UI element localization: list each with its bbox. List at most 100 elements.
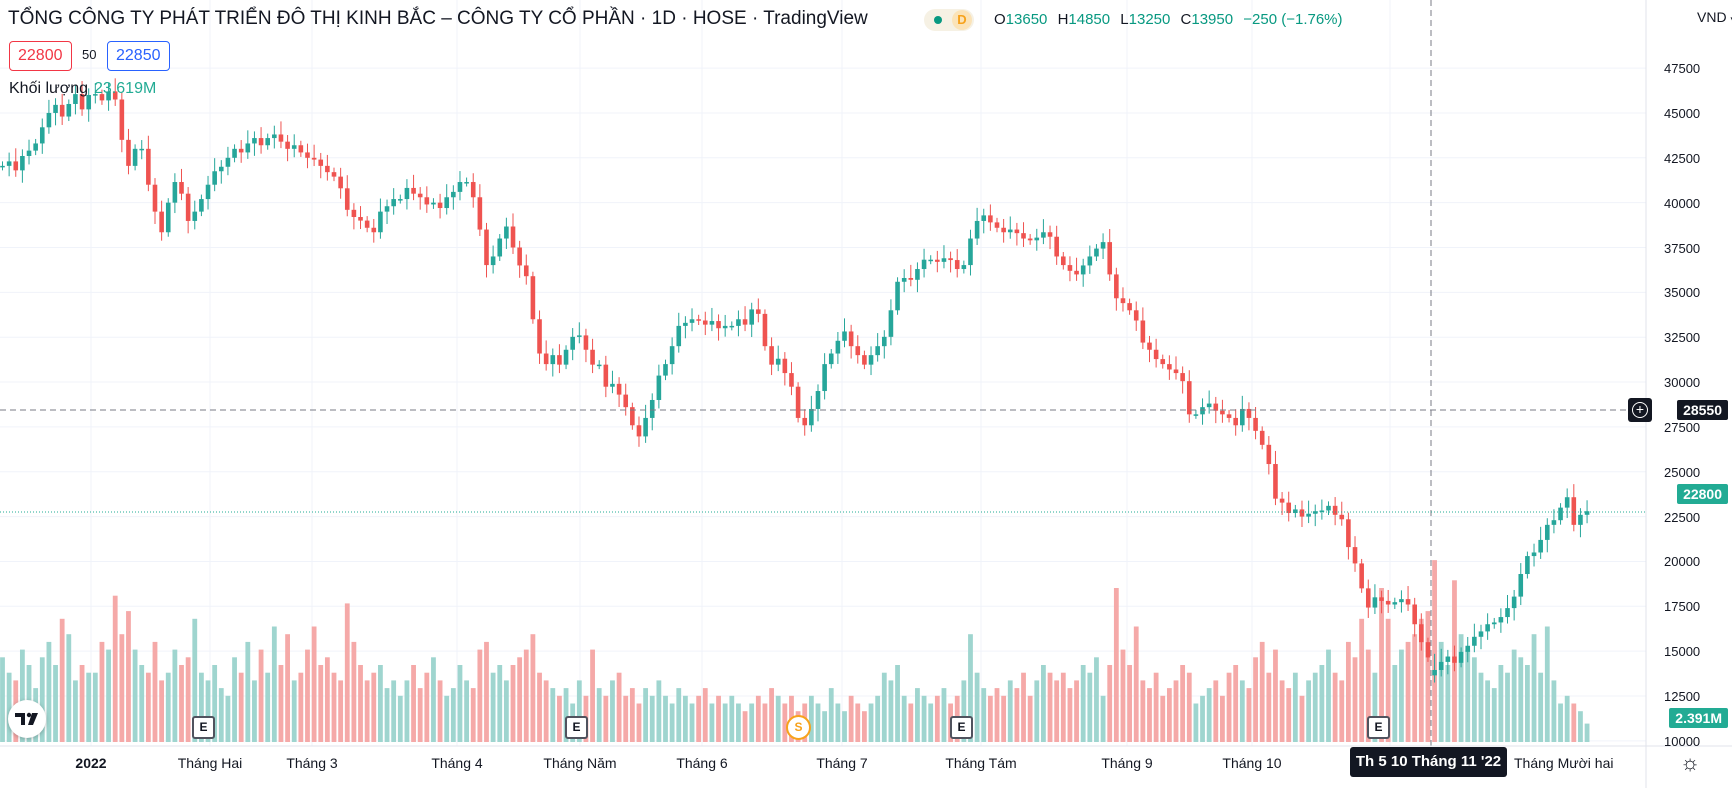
delayed-data-badge: D: [952, 10, 972, 30]
time-axis-label: Tháng Hai: [177, 755, 243, 771]
candle-body: [1114, 274, 1119, 299]
ohlc-legend: O13650 H14850 L13250 C13950 −250 (−1.76%…: [994, 11, 1349, 28]
candle-body: [424, 197, 430, 205]
candle-body: [775, 358, 781, 365]
candle-body: [179, 182, 184, 194]
volume-bar: [1332, 672, 1338, 742]
volume-bar: [417, 688, 423, 742]
earnings-event-marker[interactable]: E: [1367, 716, 1390, 739]
candle-body: [444, 197, 450, 209]
candle-body: [1498, 617, 1504, 623]
volume-bar: [762, 703, 768, 742]
candle-body: [835, 340, 841, 354]
volume-bar: [86, 672, 92, 742]
candle-body: [689, 319, 695, 323]
volume-bar: [450, 688, 456, 742]
candle-body: [1491, 622, 1497, 625]
earnings-event-marker[interactable]: E: [565, 716, 588, 739]
candle-body: [464, 182, 469, 184]
volume-bar: [915, 688, 920, 742]
volume-bar: [185, 657, 191, 742]
candle-body: [1452, 656, 1457, 663]
candle-body: [298, 145, 304, 153]
candle-body: [1312, 511, 1318, 514]
volume-bar: [1021, 672, 1026, 742]
candle-body: [6, 161, 12, 166]
dividend-event-marker[interactable]: S: [786, 715, 811, 740]
volume-bar: [358, 665, 363, 742]
volume-bar: [1551, 680, 1557, 742]
volume-bar: [709, 703, 715, 742]
volume-bar: [974, 672, 980, 742]
volume-bar: [271, 626, 277, 742]
candle-body: [875, 346, 880, 356]
candle-body: [26, 150, 32, 157]
candle-body: [782, 358, 788, 374]
earnings-event-marker[interactable]: E: [950, 716, 973, 739]
candle-body: [93, 94, 98, 96]
candle-body: [935, 259, 940, 262]
candle-body: [1279, 498, 1285, 503]
settings-gear-icon[interactable]: ☼: [1680, 750, 1701, 775]
candle-body: [577, 335, 582, 337]
volume-bar: [19, 649, 25, 742]
volume-bar: [981, 688, 987, 742]
tradingview-logo[interactable]: [8, 700, 46, 738]
market-status-badge[interactable]: D: [924, 9, 974, 31]
candle-body: [325, 165, 330, 173]
candle-body: [1160, 359, 1166, 365]
candle-body: [1578, 514, 1583, 525]
candle-body: [1286, 502, 1292, 514]
add-alert-button[interactable]: +: [1628, 398, 1652, 422]
candle-body: [1041, 232, 1046, 238]
candle-body: [630, 407, 635, 426]
candle-body: [1379, 597, 1384, 601]
volume-bar: [1001, 695, 1007, 742]
volume-bar: [994, 688, 1000, 742]
volume-bar: [563, 688, 569, 742]
candle-body: [1206, 403, 1212, 408]
volume-bar: [232, 657, 237, 742]
currency-selector[interactable]: VND ▾: [1697, 9, 1732, 25]
low-label: L: [1120, 11, 1129, 28]
spread-value: 50: [82, 47, 97, 62]
candle-body: [132, 148, 138, 166]
volume-bar: [835, 703, 841, 742]
volume-bar: [815, 703, 821, 742]
candle-body: [921, 259, 927, 270]
candle-body: [988, 215, 993, 223]
volume-bar: [477, 649, 483, 742]
volume-bar: [437, 680, 443, 742]
earnings-event-marker[interactable]: E: [192, 716, 215, 739]
tradingview-logo-icon: [15, 712, 38, 725]
volume-bar: [576, 680, 582, 742]
candle-body: [344, 188, 350, 210]
candle-body: [1551, 520, 1557, 525]
candle-body: [1080, 265, 1086, 275]
volume-bar: [649, 695, 655, 742]
volume-bar: [1525, 665, 1530, 742]
volume-bar: [79, 665, 85, 742]
last-price-label: 22800: [1677, 484, 1728, 504]
candle-body: [1014, 229, 1020, 234]
candle-body: [1372, 597, 1378, 608]
candle-body: [146, 148, 151, 185]
candle-body: [285, 141, 290, 149]
volume-bar: [842, 711, 847, 742]
candle-body: [391, 199, 396, 207]
volume-bar: [610, 680, 615, 742]
price-tick-label: 15000: [1664, 644, 1701, 660]
candle-body: [1067, 265, 1073, 271]
volume-bar: [1067, 688, 1073, 742]
candle-body: [881, 336, 887, 347]
volume-bar: [324, 657, 330, 742]
volume-bar: [855, 703, 861, 742]
sell-button[interactable]: 22800: [9, 41, 72, 71]
candle-body: [676, 325, 682, 347]
volume-bar: [961, 680, 967, 742]
buy-button[interactable]: 22850: [107, 41, 170, 71]
candle-body: [1186, 381, 1192, 415]
volume-bar: [1345, 641, 1351, 742]
volume-bar: [1220, 695, 1225, 742]
